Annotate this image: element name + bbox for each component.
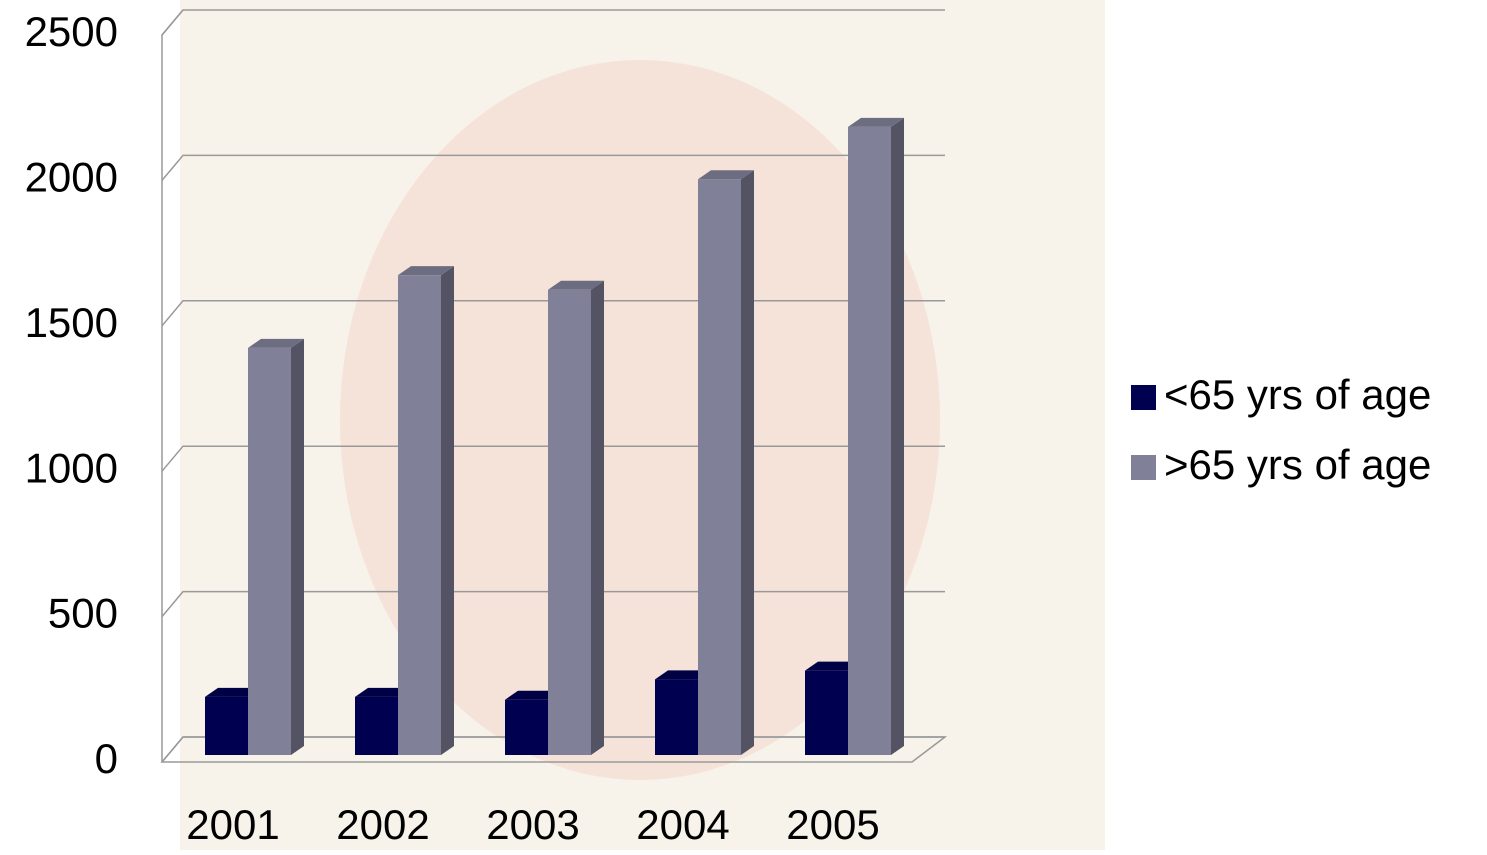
bar-face [248, 347, 291, 755]
left-wall [161, 9, 184, 762]
chart-layer: 0 500 1000 1500 2000 2500 2001 2002 2003 2004 2005… [25, 8, 1432, 848]
bar [548, 280, 604, 755]
x-tick-label: 2005 [786, 801, 879, 848]
legend-label: <65 yrs of age [1164, 371, 1431, 418]
bar [848, 117, 904, 755]
bar-face [848, 117, 904, 127]
x-tick-label: 2001 [186, 801, 279, 848]
bar [698, 170, 754, 755]
bar-face [741, 170, 754, 755]
bar-face [205, 696, 248, 755]
grid-line [161, 300, 945, 327]
bar-face [548, 280, 604, 290]
legend-swatch [1131, 385, 1156, 410]
bar [398, 266, 454, 755]
bar-face [355, 687, 411, 697]
bar-face [655, 670, 711, 680]
grid-line [161, 9, 945, 36]
y-tick-label: 500 [48, 590, 118, 637]
y-tick-label: 2500 [25, 8, 118, 55]
bar-face [698, 170, 754, 180]
heart-illustration [340, 60, 940, 780]
legend-label: >65 yrs of age [1164, 441, 1431, 488]
y-tick-label: 0 [95, 735, 118, 782]
bar-face [548, 289, 591, 755]
grid-line [161, 445, 945, 472]
bar-face [398, 275, 441, 755]
bar-face [698, 179, 741, 755]
x-tick-label: 2002 [336, 801, 429, 848]
bar-face [805, 661, 861, 671]
bar-face [398, 266, 454, 276]
x-tick-label: 2003 [486, 801, 579, 848]
bar-face [248, 338, 304, 348]
bar-face [848, 126, 891, 755]
x-tick-label: 2004 [636, 801, 729, 848]
bar [248, 338, 304, 755]
bar-face [505, 699, 548, 755]
bar-face [505, 690, 561, 700]
bar-face [291, 338, 304, 755]
bar-face [891, 117, 904, 755]
bar-face [805, 670, 848, 755]
bar-face [355, 696, 398, 755]
y-tick-label: 2000 [25, 153, 118, 200]
bar-face [591, 280, 604, 755]
bar-face [441, 266, 454, 755]
y-tick-label: 1500 [25, 299, 118, 346]
legend-swatch [1131, 455, 1156, 480]
y-tick-label: 1000 [25, 444, 118, 491]
grid-line [161, 590, 945, 618]
bar-face [205, 687, 261, 697]
grid-line [161, 154, 945, 181]
bar-face [655, 679, 698, 755]
